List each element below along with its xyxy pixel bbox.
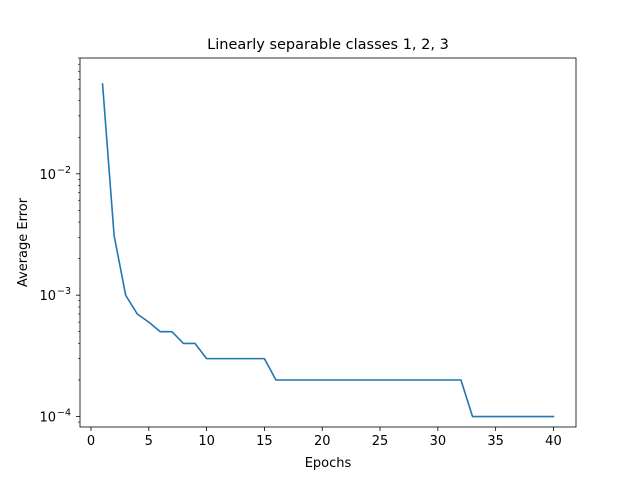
x-tick-label: 40 — [545, 434, 562, 449]
y-tick-label: 10 — [39, 168, 56, 183]
series-line-0 — [101, 83, 555, 418]
y-axis-ticks: 10−410−310−2 — [39, 165, 80, 426]
y-tick-label-exponent: −4 — [57, 408, 71, 419]
y-tick-label-exponent: −3 — [57, 286, 71, 297]
x-tick-label: 25 — [372, 434, 389, 449]
x-tick-label: 10 — [198, 434, 215, 449]
y-tick-label: 10 — [39, 411, 56, 426]
y-axis-label: Average Error — [16, 197, 31, 287]
x-tick-label: 0 — [87, 434, 95, 449]
plot-series — [101, 83, 555, 418]
x-axis-ticks: 0 5 10 15 20 25 30 35 40 — [87, 427, 562, 449]
x-axis-label: Epochs — [305, 456, 352, 471]
y-tick-label-exponent: −2 — [57, 165, 71, 176]
x-tick-label: 35 — [487, 434, 504, 449]
y-tick-label: 10 — [39, 289, 56, 304]
x-tick-label: 15 — [256, 434, 273, 449]
x-tick-label: 30 — [430, 434, 447, 449]
x-tick-label: 20 — [314, 434, 331, 449]
x-tick-label: 5 — [145, 434, 153, 449]
axes-frame — [79, 57, 577, 428]
chart-title: Linearly separable classes 1, 2, 3 — [207, 37, 449, 53]
